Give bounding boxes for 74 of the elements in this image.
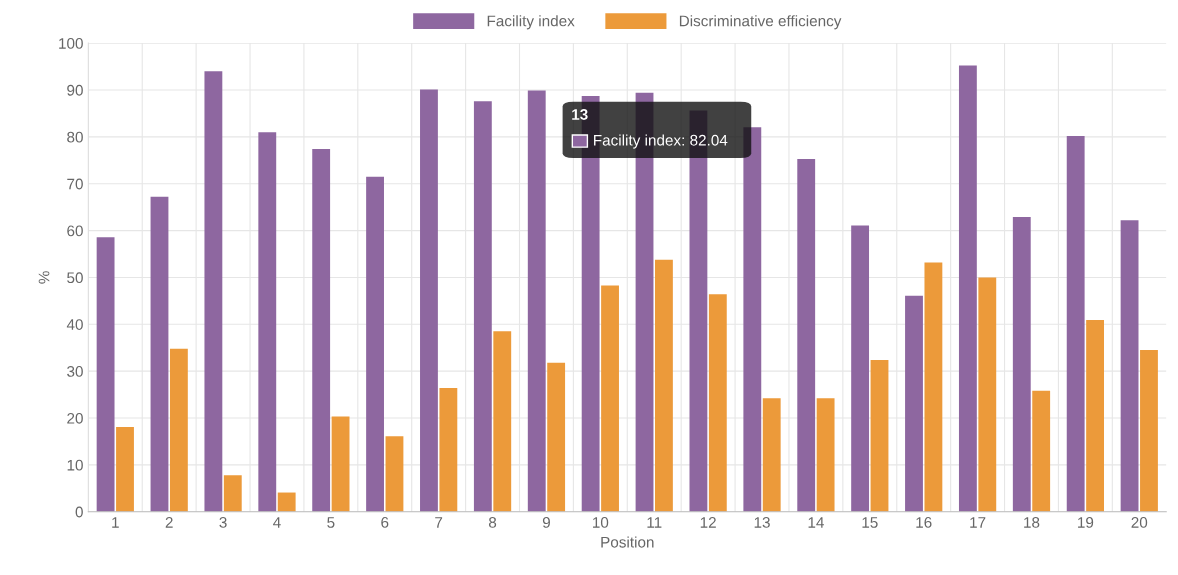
bar bbox=[797, 158, 816, 512]
bar bbox=[366, 176, 384, 512]
bar bbox=[978, 277, 997, 512]
bar bbox=[958, 65, 977, 512]
bar bbox=[150, 196, 169, 512]
legend-label: Discriminative efficiency bbox=[679, 15, 842, 30]
bar bbox=[924, 262, 943, 512]
x-tick-label: 18 bbox=[1024, 517, 1040, 528]
x-tick-label: 7 bbox=[435, 517, 443, 528]
x-tick-label: 19 bbox=[1078, 517, 1094, 528]
bar bbox=[851, 225, 870, 512]
bar bbox=[1140, 350, 1158, 512]
bar bbox=[1012, 216, 1031, 512]
bar bbox=[116, 426, 134, 512]
y-tick-label: 90 bbox=[67, 84, 83, 96]
y-tick-label: 10 bbox=[67, 459, 83, 471]
y-tick-label: 0 bbox=[75, 506, 83, 518]
annotation: Facility index: 82.04 bbox=[594, 134, 728, 149]
y-tick-label: 30 bbox=[67, 366, 83, 377]
y-tick-label: 70 bbox=[67, 178, 83, 190]
x-tick-label: 16 bbox=[916, 517, 932, 528]
y-tick-label: 80 bbox=[67, 131, 83, 143]
x-axis-title: Position bbox=[601, 536, 654, 548]
x-tick-label: 5 bbox=[327, 517, 335, 528]
bar bbox=[420, 89, 438, 512]
x-tick-label: 20 bbox=[1131, 517, 1148, 528]
bar bbox=[312, 149, 331, 512]
bar bbox=[385, 436, 404, 512]
x-tick-label: 11 bbox=[647, 517, 662, 528]
bar bbox=[258, 132, 277, 512]
bar bbox=[1066, 135, 1085, 512]
x-tick-label: 17 bbox=[970, 517, 986, 528]
bar bbox=[905, 295, 923, 512]
bar bbox=[708, 294, 727, 512]
annotation: 13 bbox=[572, 109, 588, 120]
x-tick-label: 12 bbox=[700, 517, 716, 528]
bar bbox=[473, 101, 492, 512]
bar bbox=[331, 416, 350, 512]
x-tick-label: 9 bbox=[542, 517, 550, 528]
bar bbox=[1120, 220, 1139, 512]
bar bbox=[493, 331, 512, 512]
bar bbox=[870, 359, 889, 512]
bar bbox=[655, 259, 673, 512]
y-tick-label: 100 bbox=[59, 37, 83, 49]
bar bbox=[439, 388, 458, 512]
x-tick-label: 1 bbox=[112, 517, 119, 528]
y-tick-label: 40 bbox=[66, 319, 83, 330]
x-tick-label: 8 bbox=[488, 517, 497, 528]
x-tick-label: 13 bbox=[754, 517, 770, 528]
bar bbox=[743, 127, 762, 512]
legend-label: Facility index bbox=[487, 15, 575, 30]
y-tick-label: 60 bbox=[67, 225, 83, 237]
y-tick-label: 50 bbox=[67, 272, 83, 284]
x-tick-label: 4 bbox=[273, 517, 281, 528]
x-tick-label: 10 bbox=[593, 517, 609, 528]
y-tick-label: 20 bbox=[67, 412, 83, 424]
x-tick-label: 14 bbox=[808, 517, 824, 528]
bar bbox=[1086, 320, 1105, 512]
x-tick-label: 15 bbox=[862, 517, 878, 528]
bar bbox=[601, 285, 619, 512]
bar bbox=[204, 71, 223, 512]
x-tick-label: 2 bbox=[165, 517, 173, 528]
bar bbox=[527, 90, 546, 512]
bar bbox=[223, 475, 242, 512]
bar bbox=[816, 398, 835, 512]
bar bbox=[277, 492, 296, 512]
x-tick-label: 3 bbox=[219, 517, 227, 528]
bar bbox=[762, 398, 781, 512]
bar bbox=[96, 237, 115, 512]
y-axis-title: % bbox=[38, 271, 50, 284]
bar bbox=[169, 348, 188, 512]
bar bbox=[547, 362, 566, 512]
x-tick-label: 6 bbox=[381, 517, 389, 528]
bar bbox=[1032, 390, 1051, 512]
